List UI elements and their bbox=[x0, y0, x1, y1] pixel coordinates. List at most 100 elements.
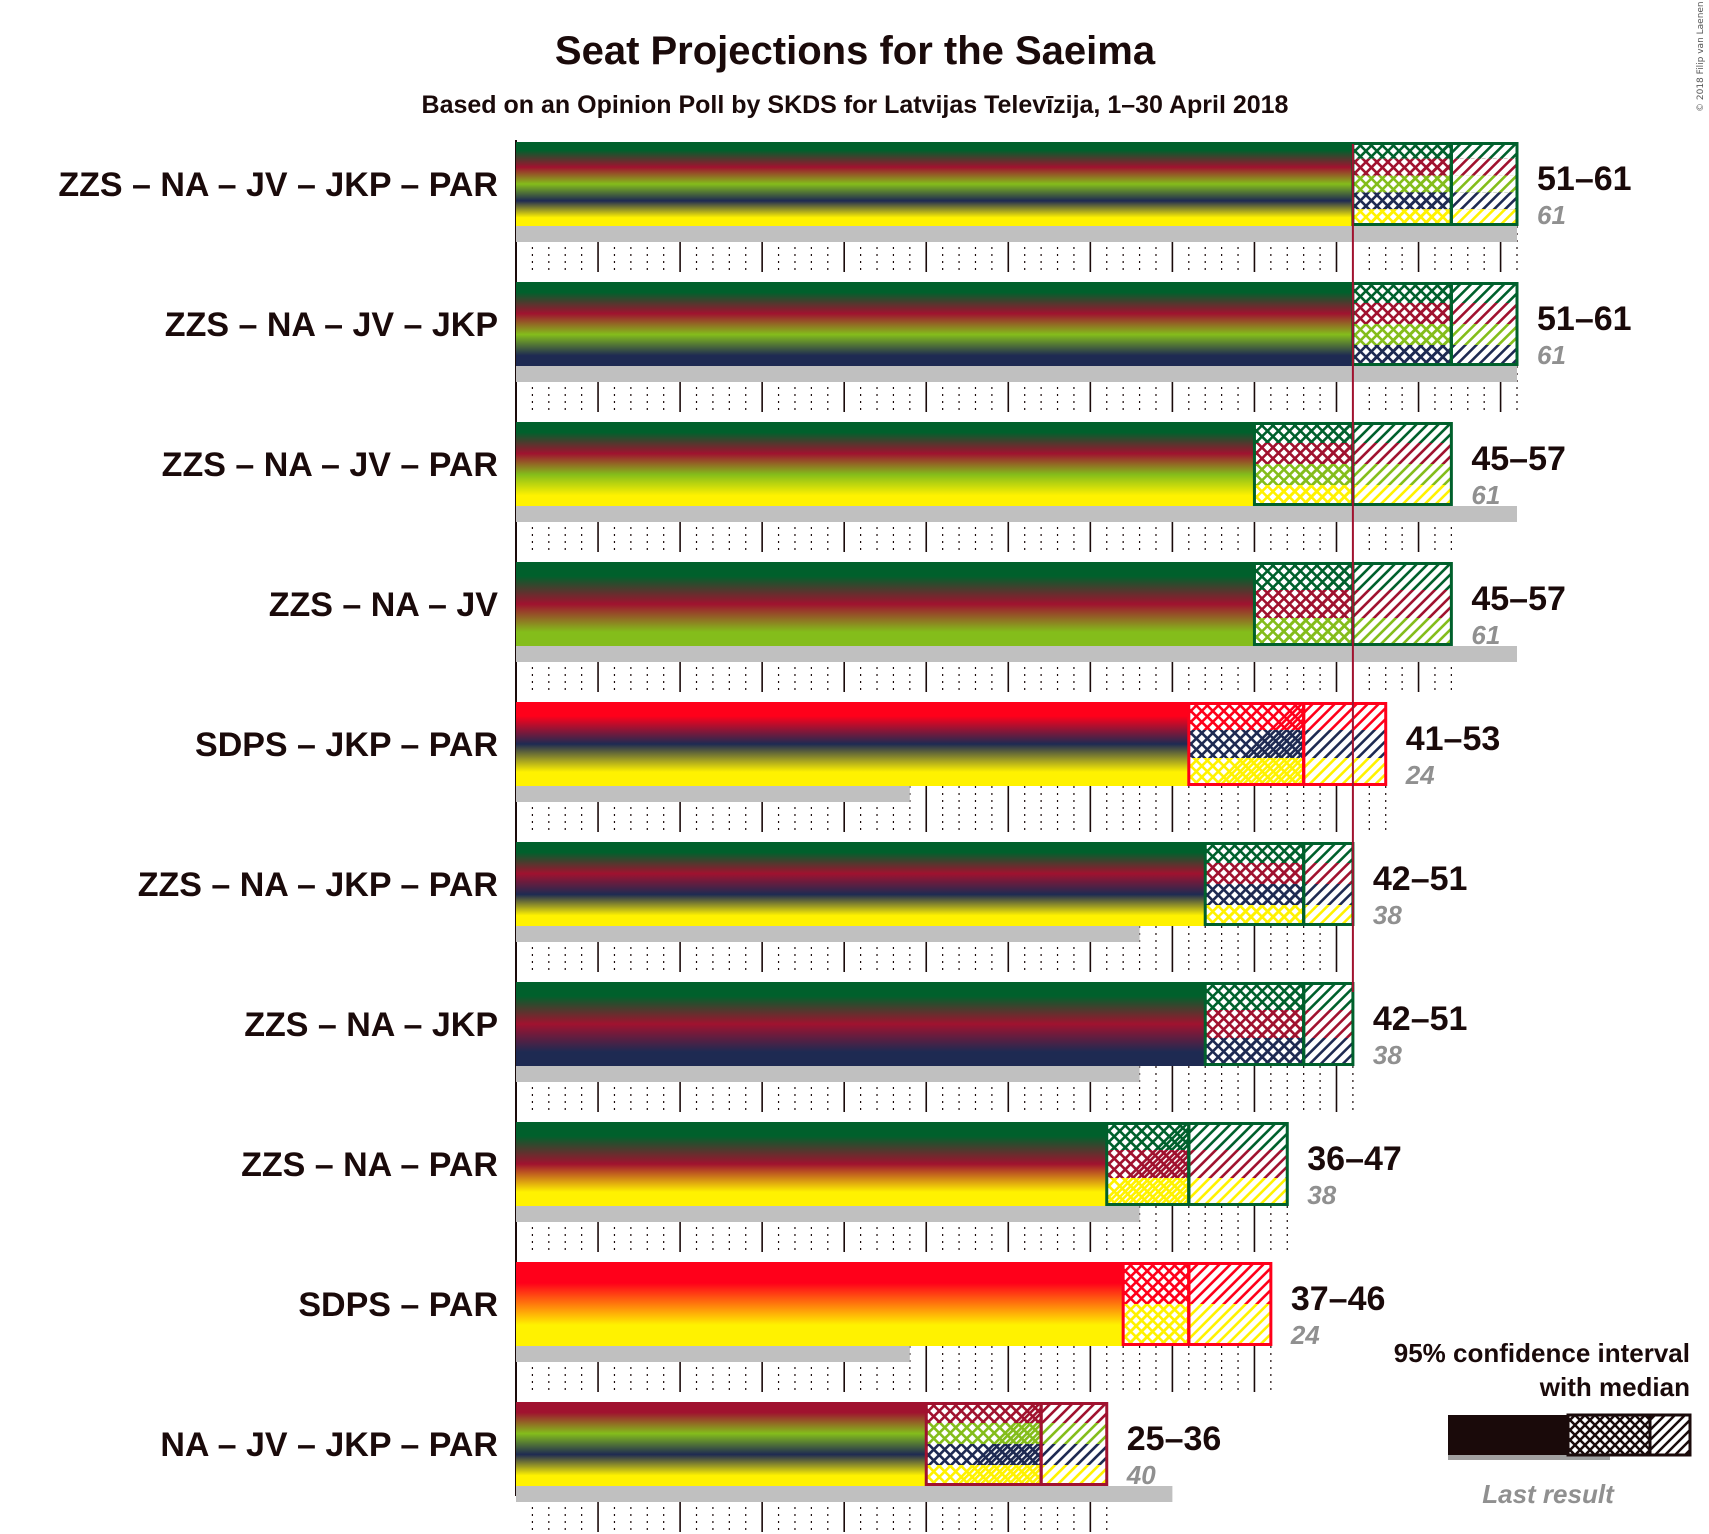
party-band bbox=[1352, 303, 1517, 324]
legend-solid-bar bbox=[1448, 1415, 1568, 1455]
confidence-solid-bar bbox=[516, 422, 1255, 506]
range-label: 42–51 bbox=[1373, 1000, 1468, 1038]
confidence-solid-bar bbox=[516, 702, 1189, 786]
party-band bbox=[1205, 884, 1353, 905]
legend-last-result-label: Last result bbox=[1482, 1479, 1615, 1509]
party-band bbox=[1254, 562, 1452, 590]
coalition-label: ZZS – NA – JV – JKP – PAR bbox=[58, 166, 498, 204]
party-band bbox=[1352, 192, 1517, 210]
party-band bbox=[1352, 175, 1517, 193]
range-label: 45–57 bbox=[1471, 580, 1566, 618]
legend-title-line1: 95% confidence interval bbox=[1394, 1338, 1690, 1368]
last-result-bar bbox=[516, 366, 1517, 382]
party-band bbox=[1352, 158, 1517, 176]
party-band bbox=[1188, 730, 1386, 758]
party-band bbox=[1254, 618, 1452, 646]
party-band bbox=[1254, 590, 1452, 618]
last-result-bar bbox=[516, 1486, 1173, 1502]
party-band bbox=[1205, 1038, 1353, 1066]
confidence-solid-bar bbox=[516, 282, 1353, 366]
range-label: 51–61 bbox=[1537, 300, 1632, 338]
confidence-solid-bar bbox=[516, 1122, 1107, 1206]
party-band bbox=[1254, 485, 1452, 506]
confidence-solid-bar bbox=[516, 562, 1255, 646]
party-band bbox=[926, 1423, 1107, 1444]
party-band bbox=[926, 1465, 1107, 1486]
coalition-label: ZZS – NA – JV – JKP bbox=[165, 306, 498, 344]
party-band bbox=[1123, 1304, 1271, 1346]
range-label: 45–57 bbox=[1471, 440, 1566, 478]
legend-crosshatch-bar bbox=[1566, 1413, 1652, 1457]
party-band bbox=[1352, 282, 1517, 303]
last-result-bar bbox=[516, 926, 1140, 942]
last-result-label: 40 bbox=[1126, 1460, 1156, 1490]
party-band bbox=[926, 1402, 1107, 1423]
confidence-solid-bar bbox=[516, 1402, 927, 1486]
chart-subtitle: Based on an Opinion Poll by SKDS for Lat… bbox=[422, 91, 1289, 119]
party-band bbox=[1352, 209, 1517, 226]
last-result-bar bbox=[516, 786, 910, 802]
legend-title-line2: with median bbox=[1539, 1372, 1690, 1402]
last-result-label: 38 bbox=[1307, 1180, 1336, 1210]
party-band bbox=[1205, 905, 1353, 926]
party-band bbox=[1205, 842, 1353, 863]
last-result-label: 24 bbox=[1405, 760, 1435, 790]
party-band bbox=[1123, 1262, 1271, 1304]
coalition-label: ZZS – NA – JV bbox=[269, 586, 499, 624]
party-band bbox=[1106, 1122, 1288, 1150]
party-band bbox=[1205, 982, 1353, 1010]
chart-title: Seat Projections for the Saeima bbox=[555, 29, 1156, 73]
party-band bbox=[926, 1444, 1107, 1465]
party-band bbox=[1254, 422, 1452, 443]
party-band bbox=[1352, 345, 1517, 366]
party-band bbox=[1188, 758, 1386, 786]
last-result-label: 24 bbox=[1290, 1320, 1320, 1350]
last-result-label: 61 bbox=[1537, 200, 1566, 230]
coalition-label: ZZS – NA – PAR bbox=[241, 1146, 498, 1184]
last-result-bar bbox=[516, 1066, 1140, 1082]
range-label: 51–61 bbox=[1537, 160, 1632, 198]
range-label: 25–36 bbox=[1127, 1420, 1222, 1458]
confidence-solid-bar bbox=[516, 142, 1353, 226]
confidence-solid-bar bbox=[516, 982, 1206, 1066]
last-result-label: 38 bbox=[1373, 900, 1402, 930]
coalition-label: SDPS – JKP – PAR bbox=[195, 726, 498, 764]
party-band bbox=[1106, 1178, 1288, 1206]
last-result-label: 61 bbox=[1537, 340, 1566, 370]
coalition-label: SDPS – PAR bbox=[298, 1286, 498, 1324]
party-band bbox=[1254, 443, 1452, 464]
last-result-bar bbox=[516, 506, 1517, 522]
range-label: 37–46 bbox=[1291, 1280, 1386, 1318]
range-label: 36–47 bbox=[1307, 1140, 1402, 1178]
legend-hatch-bar bbox=[1648, 1413, 1692, 1457]
range-label: 42–51 bbox=[1373, 860, 1468, 898]
confidence-solid-bar bbox=[516, 842, 1206, 926]
last-result-bar bbox=[516, 226, 1517, 242]
party-band bbox=[1188, 702, 1386, 730]
range-label: 41–53 bbox=[1406, 720, 1501, 758]
last-result-bar bbox=[516, 1206, 1140, 1222]
party-band bbox=[1205, 863, 1353, 884]
legend: 95% confidence interval with median Last… bbox=[1394, 1338, 1692, 1509]
last-result-label: 38 bbox=[1373, 1040, 1402, 1070]
party-band bbox=[1254, 464, 1452, 485]
party-band bbox=[1205, 1010, 1353, 1038]
last-result-bar bbox=[516, 646, 1517, 662]
last-result-bar bbox=[516, 1346, 910, 1362]
party-band bbox=[1352, 142, 1517, 159]
last-result-label: 61 bbox=[1471, 620, 1500, 650]
party-band bbox=[1106, 1150, 1288, 1178]
coalition-label: ZZS – NA – JKP – PAR bbox=[138, 866, 498, 904]
